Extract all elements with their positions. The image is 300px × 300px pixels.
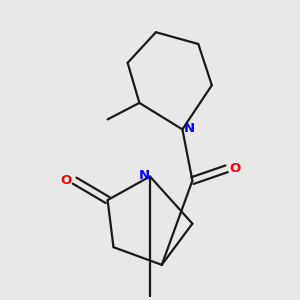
Text: N: N	[184, 122, 195, 135]
Text: N: N	[139, 169, 150, 182]
Text: O: O	[229, 162, 240, 175]
Text: O: O	[61, 173, 72, 187]
